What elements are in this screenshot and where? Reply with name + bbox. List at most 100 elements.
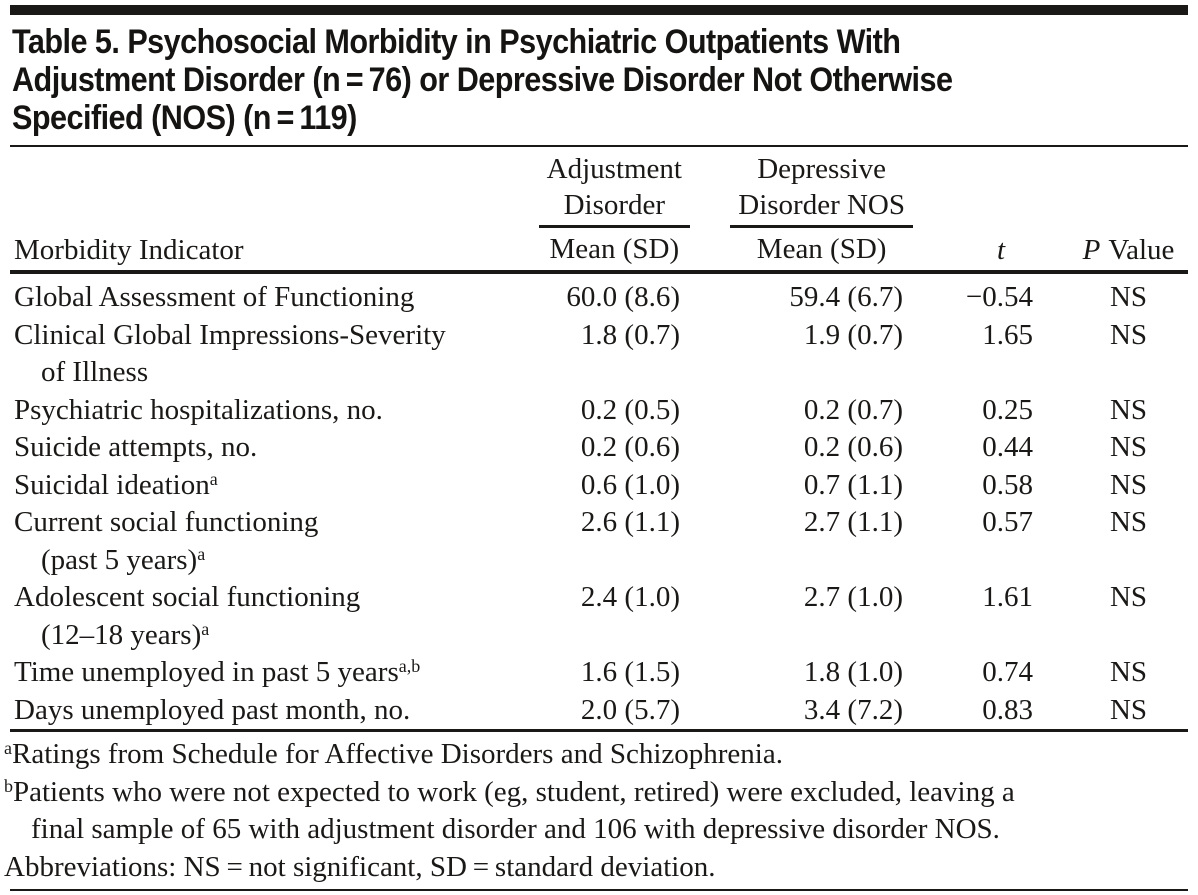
table-row: Days unemployed past month, no. 2.0 (5.7… — [10, 692, 1188, 731]
t-statistic-label: t — [996, 234, 1005, 266]
t-value: 0.57 — [982, 506, 1033, 538]
table-row-continuation: (12–18 years)a — [10, 617, 1188, 655]
row-label-continuation: (past 5 years)a — [41, 543, 206, 576]
caption-line-2: Adjustment Disorder (n = 76) or Depressi… — [12, 61, 953, 99]
table-row: Global Assessment of Functioning 60.0 (8… — [10, 272, 1188, 317]
footnote-marker-ref: a — [209, 468, 218, 489]
footnote-marker: b — [4, 775, 13, 796]
column-header-morbidity-indicator: Morbidity Indicator — [10, 147, 490, 274]
header-row: Morbidity Indicator Adjustment Disorder … — [10, 147, 1188, 274]
depressive-mean-sd: 0.7 (1.1) — [803, 468, 903, 501]
t-value: 1.61 — [982, 581, 1033, 613]
depressive-mean-sd: 3.4 (7.2) — [803, 693, 903, 726]
column-group-depressive-disorder-nos: Depressive Disorder NOS Mean (SD) — [680, 147, 913, 274]
value-label: Value — [1108, 234, 1175, 266]
row-label-continuation: of Illness — [41, 356, 149, 388]
table-footnotes: aRatings from Schedule for Affective Dis… — [4, 732, 1188, 891]
t-value: 1.65 — [982, 318, 1033, 351]
p-value: NS — [1109, 431, 1148, 463]
footnote-marker-ref: a — [197, 543, 206, 564]
row-label: Psychiatric hospitalizations, no. — [14, 393, 383, 426]
adjustment-mean-sd: 60.0 (8.6) — [566, 281, 680, 313]
p-value: NS — [1109, 506, 1148, 538]
footnote-marker: a — [4, 738, 12, 759]
row-label: Days unemployed past month, no. — [14, 693, 411, 726]
footnote-marker-ref: a,b — [398, 656, 421, 677]
adjustment-mean-sd: 2.6 (1.1) — [580, 506, 680, 538]
column-group-adjustment-disorder: Adjustment Disorder Mean (SD) — [490, 147, 690, 274]
p-label: P — [1082, 234, 1101, 266]
column-header-p-value: P Value — [1033, 147, 1188, 274]
p-value: NS — [1109, 656, 1148, 688]
p-value: NS — [1109, 393, 1148, 426]
table-row: Adolescent social functioning 2.4 (1.0) … — [10, 579, 1188, 617]
p-value: NS — [1109, 468, 1148, 501]
footnote-text: Ratings from Schedule for Affective Diso… — [11, 738, 783, 770]
row-label: Global Assessment of Functioning — [14, 281, 415, 313]
table-row: Suicidal ideationa 0.6 (1.0) 0.7 (1.1) 0… — [10, 467, 1188, 505]
row-label: Clinical Global Impressions-Severity — [14, 318, 446, 351]
table-row: Clinical Global Impressions-Severity 1.8… — [10, 317, 1188, 355]
column-header-mean-sd-adjustment: Mean (SD) — [549, 233, 680, 265]
adjustment-mean-sd: 2.4 (1.0) — [580, 581, 680, 613]
t-value: −0.54 — [965, 281, 1033, 313]
table-top-bar — [10, 5, 1188, 15]
group-label-line: Disorder NOS — [738, 189, 905, 221]
depressive-mean-sd: 2.7 (1.0) — [803, 581, 903, 613]
t-value: 0.58 — [982, 468, 1033, 501]
adjustment-mean-sd: 1.6 (1.5) — [580, 656, 680, 688]
depressive-mean-sd: 1.8 (1.0) — [803, 656, 903, 688]
footnote-marker-ref: a — [201, 618, 210, 639]
footnote-text: Abbreviations: NS = not significant, SD … — [4, 850, 716, 883]
p-value: NS — [1109, 281, 1148, 313]
row-label: Suicidal ideationa — [14, 468, 218, 501]
adjustment-mean-sd: 0.2 (0.5) — [580, 393, 680, 426]
footnote-b: bPatients who were not expected to work … — [4, 774, 1188, 849]
morbidity-table: Morbidity Indicator Adjustment Disorder … — [10, 147, 1188, 732]
table-row: Time unemployed in past 5 yearsa,b 1.6 (… — [10, 654, 1188, 692]
group-label-line: Adjustment — [546, 153, 682, 185]
caption-divider-rule — [10, 145, 1188, 147]
group-label-line: Depressive — [757, 153, 887, 185]
table-body: Global Assessment of Functioning 60.0 (8… — [10, 272, 1188, 731]
table-header: Morbidity Indicator Adjustment Disorder … — [10, 147, 1188, 274]
t-value: 0.44 — [982, 431, 1033, 463]
footnote-text: Patients who were not expected to work (… — [12, 775, 1015, 808]
depressive-disorder-group-label: Depressive Disorder NOS — [730, 151, 913, 228]
adjustment-mean-sd: 0.6 (1.0) — [580, 468, 680, 501]
p-value: NS — [1109, 581, 1148, 613]
caption-line-3: Specified (NOS) (n = 119) — [12, 99, 357, 137]
caption-line-1: Table 5. Psychosocial Morbidity in Psych… — [12, 23, 901, 61]
table-row-continuation: (past 5 years)a — [10, 542, 1188, 580]
adjustment-disorder-group: Adjustment Disorder Mean (SD) — [538, 151, 690, 267]
t-value: 0.74 — [982, 656, 1033, 688]
row-label: Adolescent social functioning — [14, 581, 361, 613]
table-row-continuation: of Illness — [10, 354, 1188, 392]
t-value: 0.25 — [982, 393, 1033, 426]
adjustment-mean-sd: 2.0 (5.7) — [580, 693, 680, 726]
row-label-continuation: (12–18 years)a — [41, 618, 210, 651]
depressive-mean-sd: 0.2 (0.7) — [803, 393, 903, 426]
p-value: NS — [1109, 318, 1148, 351]
adjustment-disorder-group-label: Adjustment Disorder — [538, 151, 690, 228]
row-label: Current social functioning — [14, 506, 319, 538]
row-label: Suicide attempts, no. — [14, 431, 258, 463]
table-row: Current social functioning 2.6 (1.1) 2.7… — [10, 504, 1188, 542]
table-row: Psychiatric hospitalizations, no. 0.2 (0… — [10, 392, 1188, 430]
t-value: 0.83 — [982, 693, 1033, 726]
depressive-disorder-group: Depressive Disorder NOS Mean (SD) — [730, 151, 913, 267]
footnote-a: aRatings from Schedule for Affective Dis… — [4, 736, 1188, 774]
column-header-mean-sd-depressive: Mean (SD) — [756, 233, 887, 265]
table-caption: Table 5. Psychosocial Morbidity in Psych… — [10, 23, 1188, 137]
depressive-mean-sd: 59.4 (6.7) — [789, 281, 903, 313]
adjustment-mean-sd: 0.2 (0.6) — [580, 431, 680, 463]
row-label: Time unemployed in past 5 yearsa,b — [14, 656, 421, 688]
p-value: NS — [1109, 693, 1148, 726]
depressive-mean-sd: 1.9 (0.7) — [803, 318, 903, 351]
column-header-t: t — [903, 147, 1033, 274]
table-row: Suicide attempts, no. 0.2 (0.6) 0.2 (0.6… — [10, 429, 1188, 467]
adjustment-mean-sd: 1.8 (0.7) — [580, 318, 680, 351]
depressive-mean-sd: 0.2 (0.6) — [803, 431, 903, 463]
depressive-mean-sd: 2.7 (1.1) — [803, 506, 903, 538]
